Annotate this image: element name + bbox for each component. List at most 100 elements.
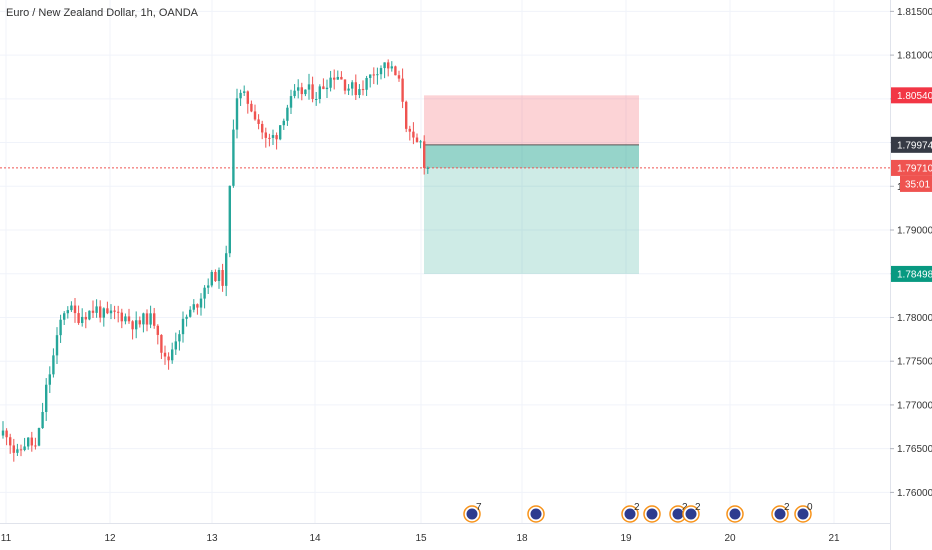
y-tick-label: 1.76000 <box>897 488 932 499</box>
candle-body <box>376 74 379 76</box>
candle-body <box>192 304 195 310</box>
event-marker-count: 2 <box>695 502 701 513</box>
candle-body <box>167 356 170 361</box>
candle-body <box>217 270 221 282</box>
candle-body <box>156 325 159 335</box>
candle-body <box>171 349 174 361</box>
x-tick-label: 20 <box>724 533 736 544</box>
event-marker-flag <box>646 508 658 520</box>
candle-body <box>419 141 422 143</box>
x-tick-label: 15 <box>415 533 427 544</box>
x-tick-label: 19 <box>620 533 632 544</box>
y-axis: 1.815001.810001.805001.800001.795001.790… <box>890 7 932 499</box>
candle-body <box>336 76 339 80</box>
candle-body <box>199 298 203 308</box>
candle-body <box>127 316 131 322</box>
y-tick-label: 1.81500 <box>897 7 932 18</box>
candle-body <box>394 66 397 76</box>
candle-body <box>297 87 300 91</box>
candle-body <box>250 103 253 112</box>
candle-body <box>178 334 181 342</box>
candle-body <box>52 355 55 375</box>
candle-body <box>221 270 224 286</box>
candle-body <box>405 101 408 129</box>
candle-body <box>27 437 30 447</box>
candle-body <box>70 305 73 311</box>
x-tick-label: 11 <box>1 533 12 544</box>
y-tick-label: 1.77000 <box>897 400 932 411</box>
candle-body <box>91 310 95 313</box>
event-marker-flag <box>466 508 478 520</box>
candle-body <box>59 319 62 336</box>
candle-body <box>369 74 372 78</box>
current-price-tag-label: 1.79710 <box>897 163 932 174</box>
candle-body <box>102 308 105 318</box>
candle-body <box>311 84 314 100</box>
candle-body <box>333 77 336 80</box>
candle-body <box>203 287 206 299</box>
event-marker-count: 0 <box>807 502 813 513</box>
x-tick-label: 13 <box>206 533 218 544</box>
candle-body <box>185 316 188 319</box>
candle-body <box>145 313 149 325</box>
candle-body <box>63 313 66 320</box>
current-price-tag-bg <box>891 159 932 176</box>
candle-body <box>55 335 59 356</box>
candle-body <box>383 62 386 69</box>
candle-body <box>19 449 23 451</box>
candle-body <box>189 309 192 317</box>
y-tick-label: 1.79000 <box>897 226 932 237</box>
candle-body <box>264 132 267 138</box>
countdown-tag-label: 35:01 <box>905 179 930 190</box>
candle-body <box>390 66 393 69</box>
candle-body <box>153 313 156 326</box>
candle-body <box>135 320 138 330</box>
candle-body <box>325 87 329 90</box>
position-zones <box>0 95 890 274</box>
candle-body <box>415 137 419 142</box>
candle-body <box>30 437 33 446</box>
candle-body <box>117 311 120 313</box>
candle-body <box>124 316 127 322</box>
candle-body <box>286 107 289 121</box>
candle-body <box>361 89 365 91</box>
event-marker-flag <box>774 508 786 520</box>
x-tick-label: 14 <box>309 533 321 544</box>
candle-body <box>351 82 354 89</box>
event-marker-flag <box>624 508 636 520</box>
candle-body <box>315 98 318 100</box>
event-marker-count: 2 <box>682 502 688 513</box>
event-marker-flag <box>672 508 684 520</box>
candle-body <box>88 310 91 320</box>
stop-loss-tag-bg <box>891 87 932 104</box>
candle-body <box>268 137 271 139</box>
candle-body <box>113 310 116 312</box>
candle-body <box>239 92 242 99</box>
candle-body <box>289 96 293 108</box>
candle-body <box>23 446 26 451</box>
candle-body <box>343 79 347 91</box>
candle-body <box>282 120 285 126</box>
candle-body <box>412 131 415 138</box>
candle-body <box>279 125 282 140</box>
candle-body <box>48 374 51 385</box>
candle-body <box>109 310 113 314</box>
target-tag-bg <box>891 265 932 282</box>
y-tick-label: 1.81000 <box>897 51 932 62</box>
candle-body <box>379 68 383 75</box>
candle-body <box>81 316 84 324</box>
candle-body <box>1 430 5 436</box>
event-marker-flag <box>729 508 741 520</box>
candle-body <box>253 111 257 120</box>
candle-body <box>347 88 350 91</box>
y-tick-label: 1.76500 <box>897 444 932 455</box>
candle-body <box>307 84 311 90</box>
entry-tag-bg <box>891 136 932 153</box>
target-tag-label: 1.78498 <box>897 269 932 280</box>
candle-body <box>408 128 411 132</box>
countdown-tag-bg <box>900 175 932 192</box>
candle-body <box>9 437 12 446</box>
candle-body <box>318 86 321 99</box>
